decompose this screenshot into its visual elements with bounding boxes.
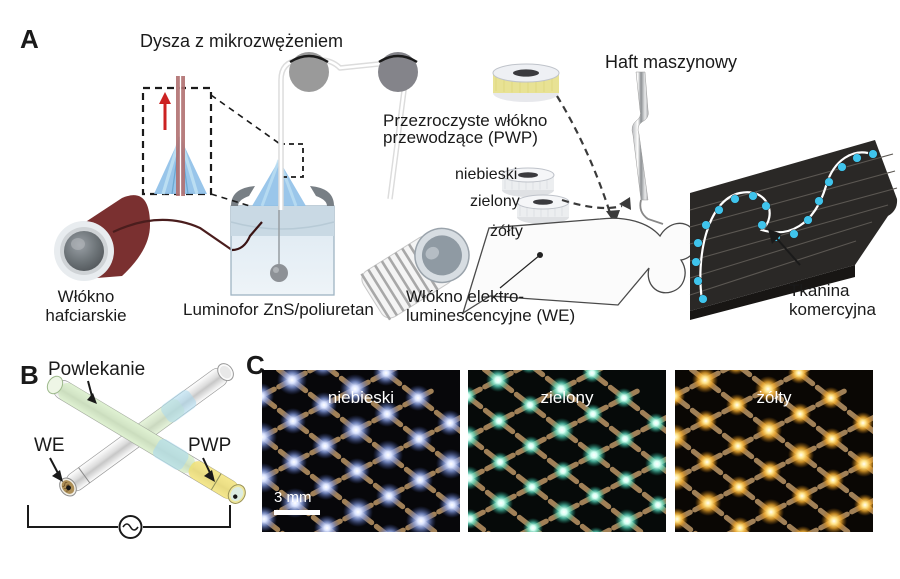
svg-text:hafciarskie: hafciarskie bbox=[45, 306, 126, 325]
svg-text:luminescencyjne (WE): luminescencyjne (WE) bbox=[406, 306, 575, 325]
svg-text:żółty: żółty bbox=[490, 223, 523, 240]
svg-text:PWP: PWP bbox=[188, 435, 231, 456]
svg-text:zielony: zielony bbox=[470, 193, 520, 210]
svg-text:Dysza z mikrozwężeniem: Dysza z mikrozwężeniem bbox=[140, 31, 343, 51]
svg-text:Tkanina: Tkanina bbox=[789, 281, 850, 300]
svg-text:Luminofor ZnS/poliuretan: Luminofor ZnS/poliuretan bbox=[183, 300, 374, 319]
svg-text:Włókno elektro-: Włókno elektro- bbox=[406, 287, 524, 306]
svg-text:WE: WE bbox=[34, 435, 65, 456]
svg-text:Włókno: Włókno bbox=[58, 287, 115, 306]
svg-text:Powlekanie: Powlekanie bbox=[48, 359, 145, 380]
svg-text:przewodzące (PWP): przewodzące (PWP) bbox=[383, 128, 538, 147]
svg-text:komercyjna: komercyjna bbox=[789, 300, 876, 319]
svg-text:niebieski: niebieski bbox=[455, 166, 517, 183]
svg-text:Haft maszynowy: Haft maszynowy bbox=[605, 52, 737, 72]
